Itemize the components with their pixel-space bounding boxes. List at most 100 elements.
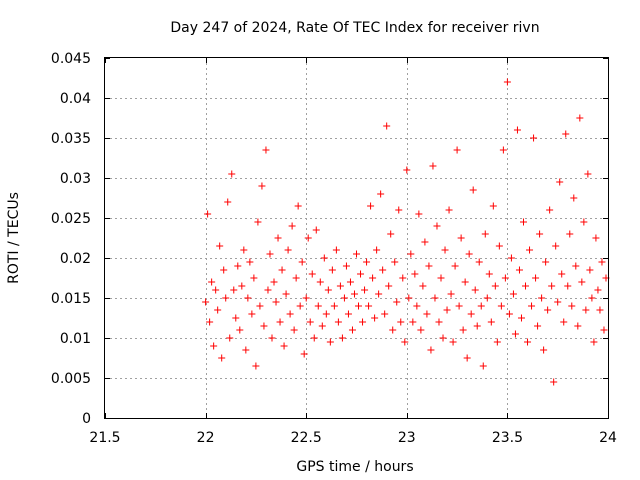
data-point-marker xyxy=(598,258,606,266)
data-point-marker xyxy=(312,226,320,234)
data-point-marker xyxy=(214,306,222,314)
data-point-marker xyxy=(465,250,473,258)
data-point-marker xyxy=(348,326,356,334)
y-axis-title: ROTI / TECUs xyxy=(6,192,22,284)
data-point-marker xyxy=(250,274,258,282)
data-point-marker xyxy=(371,314,379,322)
data-point-marker xyxy=(216,242,224,250)
data-point-marker xyxy=(350,290,358,298)
data-point-marker xyxy=(274,234,282,242)
data-point-marker xyxy=(278,266,286,274)
data-point-marker xyxy=(310,334,318,342)
data-point-marker xyxy=(495,242,503,250)
y-tick-label: 0.025 xyxy=(51,211,91,227)
data-point-marker xyxy=(397,318,405,326)
data-point-marker xyxy=(429,162,437,170)
data-point-marker xyxy=(592,234,600,242)
data-point-marker xyxy=(447,290,455,298)
data-point-marker xyxy=(342,262,350,270)
data-point-marker xyxy=(580,218,588,226)
data-point-marker xyxy=(459,326,467,334)
data-point-marker xyxy=(584,170,592,178)
data-point-marker xyxy=(298,258,306,266)
y-tick-label: 0.04 xyxy=(60,91,91,107)
data-point-marker xyxy=(503,78,511,86)
data-point-marker xyxy=(252,362,260,370)
data-point-marker xyxy=(236,326,244,334)
data-point-marker xyxy=(582,306,590,314)
data-point-marker xyxy=(544,306,552,314)
data-point-marker xyxy=(284,246,292,254)
data-point-marker xyxy=(385,282,393,290)
data-point-marker xyxy=(314,302,322,310)
data-point-marker xyxy=(574,322,582,330)
data-point-marker xyxy=(330,302,338,310)
tick-layer: 21.5 22 22.5 23 23.5 24 0 0.005 0.01 0.015 0.02 0.0… xyxy=(51,51,617,446)
chart-title: Day 247 of 2024, Rate Of TEC Index for r… xyxy=(170,20,539,36)
data-point-marker xyxy=(367,202,375,210)
data-point-marker xyxy=(596,306,604,314)
data-point-marker xyxy=(387,230,395,238)
data-point-marker xyxy=(457,234,465,242)
data-point-marker xyxy=(318,322,326,330)
data-point-marker xyxy=(202,298,210,306)
data-point-marker xyxy=(550,378,558,386)
data-point-marker xyxy=(369,274,377,282)
data-point-marker xyxy=(542,258,550,266)
data-point-marker xyxy=(433,222,441,230)
data-point-marker xyxy=(522,282,530,290)
data-point-marker xyxy=(487,318,495,326)
data-point-marker xyxy=(244,294,252,302)
data-point-marker xyxy=(479,362,487,370)
y-tick-label: 0.015 xyxy=(51,291,91,307)
data-point-marker xyxy=(441,246,449,254)
data-point-marker xyxy=(276,318,284,326)
data-point-marker xyxy=(234,262,242,270)
data-point-marker xyxy=(451,262,459,270)
data-point-marker xyxy=(379,266,387,274)
data-point-marker xyxy=(513,126,521,134)
data-point-marker xyxy=(540,346,548,354)
data-point-marker xyxy=(463,354,471,362)
data-point-marker xyxy=(417,326,425,334)
data-point-marker xyxy=(393,298,401,306)
point-layer xyxy=(202,78,610,386)
grid-layer xyxy=(105,58,608,418)
data-point-marker xyxy=(403,166,411,174)
data-point-marker xyxy=(554,298,562,306)
data-point-marker xyxy=(316,278,324,286)
data-point-marker xyxy=(570,194,578,202)
data-point-marker xyxy=(538,294,546,302)
data-point-marker xyxy=(473,322,481,330)
data-point-marker xyxy=(439,334,447,342)
data-point-marker xyxy=(264,286,272,294)
data-point-marker xyxy=(377,190,385,198)
data-point-marker xyxy=(515,266,523,274)
data-point-marker xyxy=(467,310,475,318)
data-point-marker xyxy=(383,122,391,130)
data-point-marker xyxy=(254,218,262,226)
data-point-marker xyxy=(302,294,310,302)
data-point-marker xyxy=(519,218,527,226)
data-point-marker xyxy=(373,246,381,254)
data-point-marker xyxy=(304,234,312,242)
data-point-marker xyxy=(421,238,429,246)
data-point-marker xyxy=(530,134,538,142)
data-point-marker xyxy=(365,302,373,310)
data-point-marker xyxy=(334,318,342,326)
data-point-marker xyxy=(453,146,461,154)
y-tick-label: 0.03 xyxy=(60,171,91,187)
data-point-marker xyxy=(375,290,383,298)
data-point-marker xyxy=(332,246,340,254)
data-point-marker xyxy=(328,266,336,274)
data-point-marker xyxy=(427,346,435,354)
data-point-marker xyxy=(296,302,304,310)
data-point-marker xyxy=(262,146,270,154)
x-axis-title: GPS time / hours xyxy=(296,459,413,475)
data-point-marker xyxy=(524,338,532,346)
data-point-marker xyxy=(340,294,348,302)
data-point-marker xyxy=(290,326,298,334)
y-tick-label: 0.01 xyxy=(60,331,91,347)
data-point-marker xyxy=(363,258,371,266)
